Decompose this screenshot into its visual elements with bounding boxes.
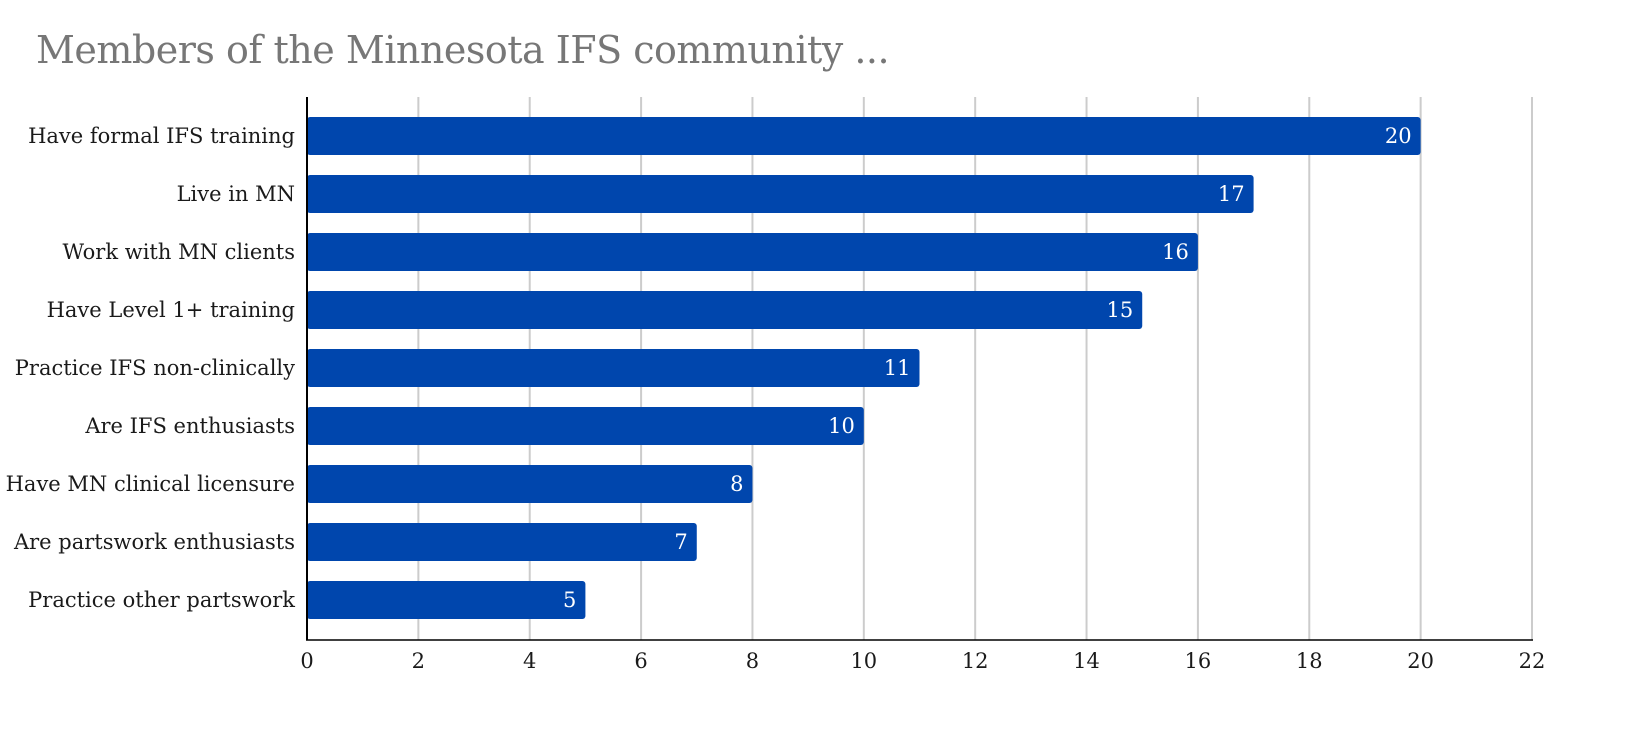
data-label: 11 <box>884 356 911 380</box>
bar <box>307 581 586 619</box>
x-tick-label: 20 <box>1407 649 1434 673</box>
chart-title: Members of the Minnesota IFS community .… <box>36 28 890 72</box>
x-tick-label: 4 <box>523 649 536 673</box>
category-label: Practice other partswork <box>28 588 295 612</box>
category-labels: Have formal IFS training Live in MN Work w… <box>6 124 296 612</box>
x-tick-label: 6 <box>634 649 647 673</box>
category-label: Have MN clinical licensure <box>6 472 295 496</box>
x-tick-label: 8 <box>746 649 759 673</box>
data-label: 16 <box>1162 240 1189 264</box>
data-labels: 20 17 16 15 11 10 8 7 5 <box>563 124 1412 612</box>
category-label: Are partswork enthusiasts <box>13 530 295 554</box>
bar <box>307 175 1254 213</box>
category-label: Practice IFS non-clinically <box>15 356 295 380</box>
bar <box>307 407 864 445</box>
bar <box>307 523 697 561</box>
axes <box>306 97 1533 641</box>
data-label: 7 <box>674 530 687 554</box>
bar <box>307 291 1143 329</box>
data-label: 15 <box>1106 298 1133 322</box>
bar <box>307 465 753 503</box>
category-label: Work with MN clients <box>63 240 296 264</box>
bar <box>307 349 920 387</box>
x-tick-label: 22 <box>1519 649 1546 673</box>
data-label: 17 <box>1218 182 1245 206</box>
x-tick-label: 18 <box>1296 649 1323 673</box>
x-tick-label: 14 <box>1073 649 1100 673</box>
bar <box>307 117 1421 155</box>
x-tick-label: 2 <box>412 649 425 673</box>
data-label: 10 <box>828 414 855 438</box>
category-label: Have Level 1+ training <box>47 298 295 322</box>
x-tick-label: 16 <box>1185 649 1212 673</box>
x-tick-label: 12 <box>962 649 989 673</box>
category-label: Have formal IFS training <box>28 124 295 148</box>
x-tick-labels: 0 2 4 6 8 10 12 14 16 18 20 22 <box>300 649 1545 673</box>
data-label: 20 <box>1385 124 1412 148</box>
x-tick-label: 10 <box>850 649 877 673</box>
bars <box>307 117 1421 619</box>
category-label: Live in MN <box>177 182 295 206</box>
bar <box>307 233 1198 271</box>
category-label: Are IFS enthusiasts <box>84 414 295 438</box>
x-tick-label: 0 <box>300 649 313 673</box>
data-label: 5 <box>563 588 576 612</box>
data-label: 8 <box>730 472 743 496</box>
